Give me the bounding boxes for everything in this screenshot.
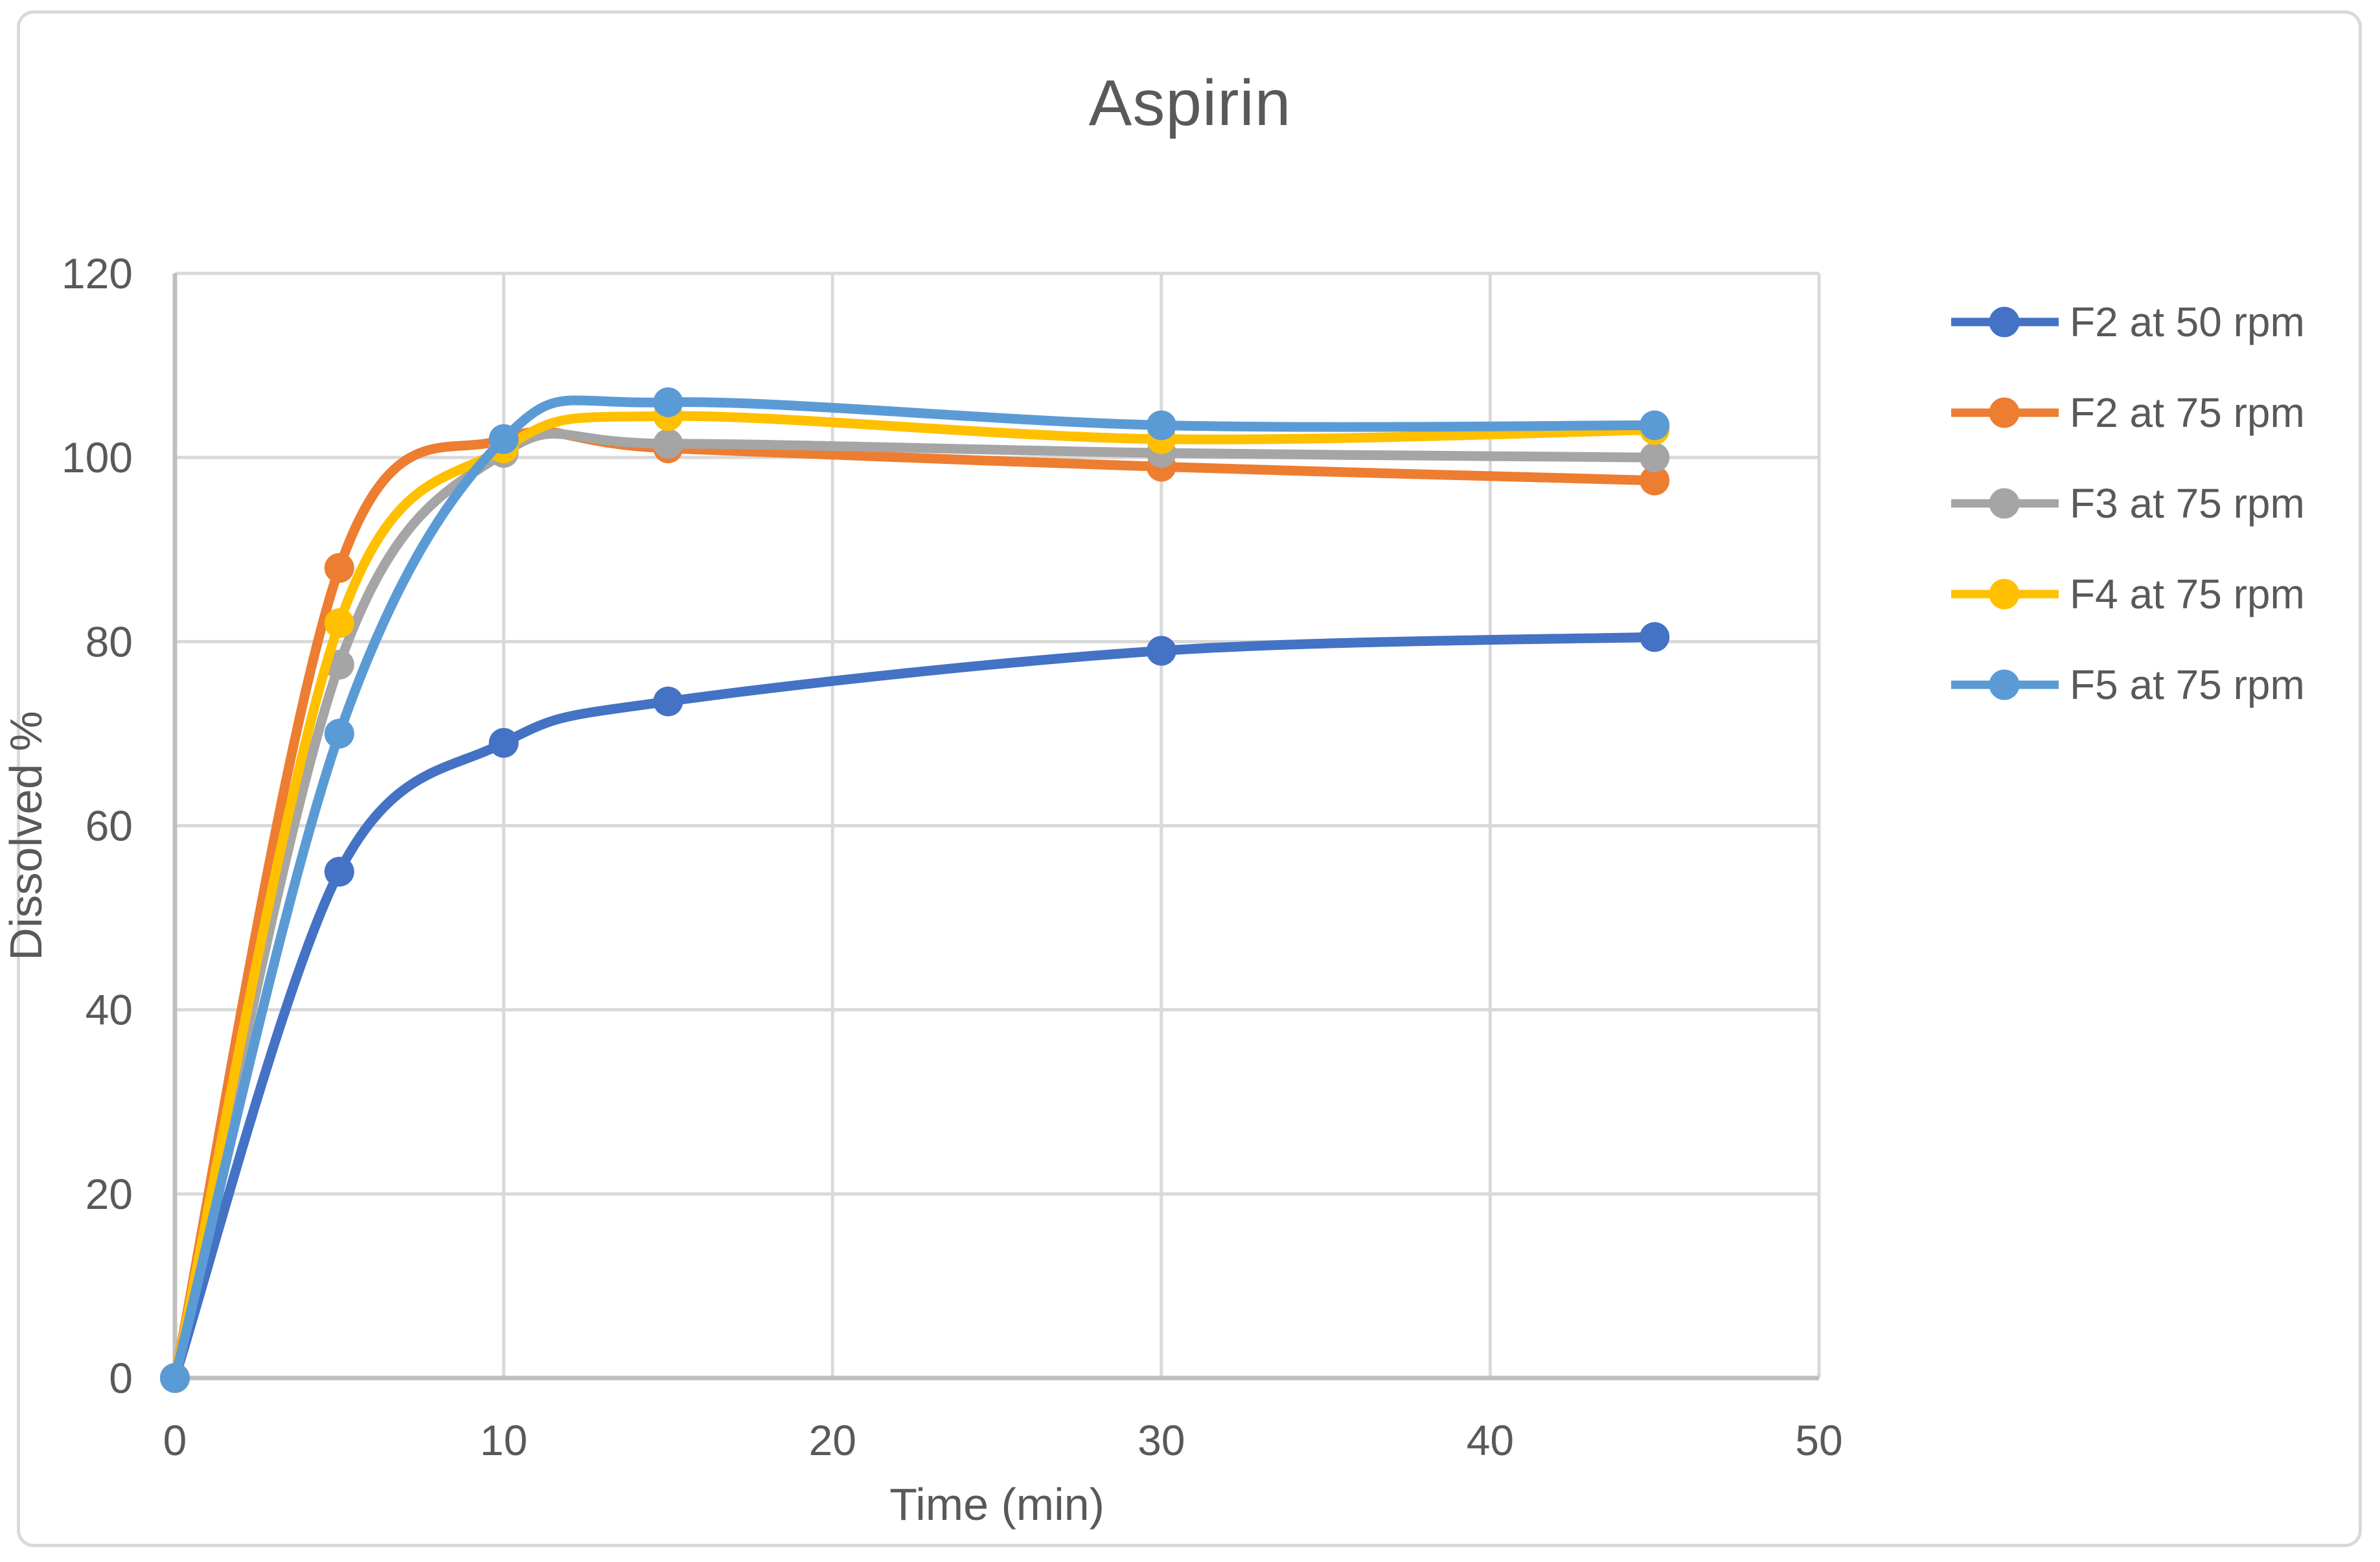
y-tick-label: 100 [62,433,133,481]
series-marker-f2-at-50-rpm [653,686,683,717]
legend-item: F3 at 75 rpm [1951,480,2305,527]
legend-item-label: F5 at 75 rpm [2070,661,2305,708]
y-axis-title: Dissolved % [1,711,51,961]
legend-line-marker-icon [1951,306,2059,338]
legend-item-label: F2 at 50 rpm [2070,299,2305,345]
series-marker-f2-at-50-rpm [488,728,519,758]
x-tick-label: 30 [1138,1416,1185,1464]
legend-item: F4 at 75 rpm [1951,571,2305,617]
y-tick-label: 0 [109,1354,133,1402]
legend-line-marker-icon [1951,669,2059,700]
legend-line-marker-icon [1951,397,2059,428]
series-marker-f5-at-75-rpm [324,718,354,749]
y-tick-label: 20 [86,1170,133,1218]
legend-item: F5 at 75 rpm [1951,661,2305,708]
y-tick-label: 120 [62,249,133,297]
series-marker-f2-at-50-rpm [1640,622,1670,652]
x-tick-label: 10 [480,1416,527,1464]
series-marker-f5-at-75-rpm [1640,410,1670,441]
x-tick-label: 0 [163,1416,187,1464]
series-marker-f5-at-75-rpm [1146,410,1176,441]
y-tick-label: 60 [86,802,133,850]
chart-title: Aspirin [1088,67,1292,139]
series-marker-f5-at-75-rpm [488,424,519,454]
series-line-f3-at-75-rpm [170,429,1660,1383]
x-tick-label: 20 [808,1416,856,1464]
series-marker-f4-at-75-rpm [324,608,354,638]
legend-item-label: F4 at 75 rpm [2070,571,2305,617]
legend-line-marker-icon [1951,488,2059,519]
legend-item-label: F3 at 75 rpm [2070,480,2305,527]
series-marker-f3-at-75-rpm [1640,442,1670,473]
series-line-f2-at-75-rpm [170,426,1660,1383]
x-tick-label: 50 [1795,1416,1842,1464]
legend-item: F2 at 50 rpm [1951,299,2305,345]
legend-item-label: F2 at 75 rpm [2070,389,2305,436]
series-marker-f2-at-75-rpm [324,553,354,583]
series-line-f4-at-75-rpm [170,411,1660,1383]
series-line-f2-at-50-rpm [170,632,1660,1383]
series-marker-f2-at-50-rpm [324,856,354,887]
y-tick-label: 80 [86,617,133,665]
series-line-f5-at-75-rpm [170,395,1660,1383]
series-marker-f2-at-50-rpm [1146,636,1176,666]
legend-item: F2 at 75 rpm [1951,389,2305,436]
legend-line-marker-icon [1951,579,2059,610]
series-marker-f5-at-75-rpm [160,1363,190,1393]
series-marker-f3-at-75-rpm [653,428,683,459]
x-tick-label: 40 [1467,1416,1514,1464]
series-marker-f5-at-75-rpm [653,387,683,417]
chart-border-frame [17,10,2362,1547]
x-axis-title: Time (min) [889,1479,1104,1530]
y-tick-label: 40 [86,986,133,1034]
series-marker-f2-at-75-rpm [1640,465,1670,496]
